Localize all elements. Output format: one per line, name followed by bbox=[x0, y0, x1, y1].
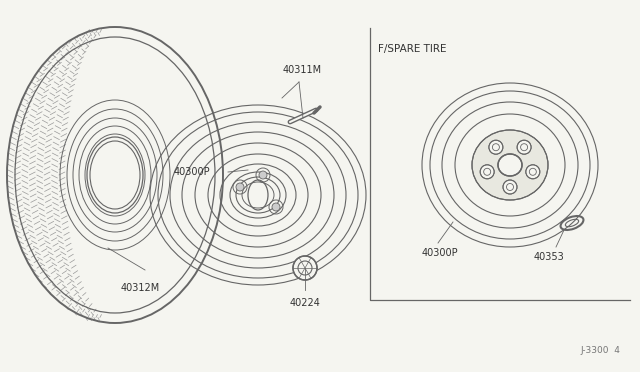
Ellipse shape bbox=[517, 140, 531, 154]
Text: 40300P: 40300P bbox=[422, 248, 459, 258]
Ellipse shape bbox=[293, 256, 317, 280]
Ellipse shape bbox=[472, 130, 548, 200]
Text: J-3300  4: J-3300 4 bbox=[580, 346, 620, 355]
Ellipse shape bbox=[480, 165, 494, 179]
Ellipse shape bbox=[242, 182, 274, 208]
Ellipse shape bbox=[498, 154, 522, 176]
Ellipse shape bbox=[148, 104, 368, 286]
Ellipse shape bbox=[526, 165, 540, 179]
Ellipse shape bbox=[259, 171, 267, 179]
Ellipse shape bbox=[489, 140, 503, 154]
Ellipse shape bbox=[87, 137, 143, 213]
Ellipse shape bbox=[420, 81, 600, 249]
Text: 40224: 40224 bbox=[289, 298, 321, 308]
Ellipse shape bbox=[236, 183, 244, 191]
Text: 40353: 40353 bbox=[534, 252, 564, 262]
Text: 40312M: 40312M bbox=[120, 283, 159, 293]
Text: F/SPARE TIRE: F/SPARE TIRE bbox=[378, 44, 447, 54]
Ellipse shape bbox=[503, 180, 517, 194]
Text: 40311M: 40311M bbox=[282, 65, 321, 75]
Ellipse shape bbox=[7, 27, 223, 323]
Ellipse shape bbox=[272, 203, 280, 211]
Text: 40300P: 40300P bbox=[173, 167, 210, 177]
